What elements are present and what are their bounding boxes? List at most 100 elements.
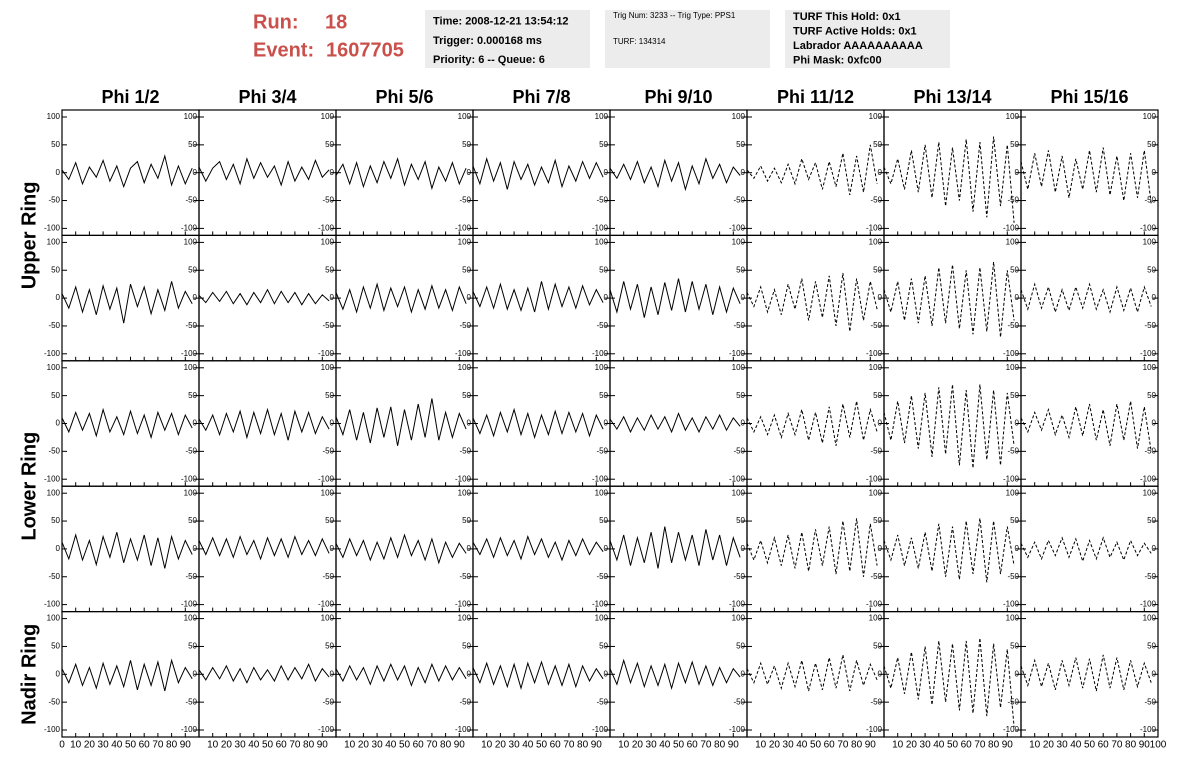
panel-frame	[61, 485, 200, 613]
y-tick-label: -50	[1144, 446, 1156, 455]
panel-frame	[883, 610, 1022, 738]
y-tick-label: 0	[1015, 168, 1020, 177]
column-title: Phi 11/12	[777, 87, 854, 107]
y-tick-label: -100	[318, 349, 335, 358]
y-tick-label: 50	[325, 265, 334, 274]
run-value: 18	[325, 11, 347, 33]
x-tick-label: 30	[509, 740, 521, 751]
x-tick-label: 70	[289, 740, 301, 751]
y-tick-label: -100	[866, 224, 883, 233]
y-tick-label: 50	[736, 391, 745, 400]
waveform	[609, 278, 741, 318]
ring-label: Nadir Ring	[18, 624, 40, 725]
panel-frame	[61, 610, 200, 738]
y-tick-label: 0	[193, 293, 198, 302]
waveform	[335, 282, 467, 314]
x-tick-label: 60	[276, 740, 288, 751]
y-tick-label: 50	[1010, 140, 1019, 149]
y-tick-label: -50	[870, 196, 882, 205]
waveform	[198, 535, 330, 561]
column-title: Phi 13/14	[913, 87, 991, 107]
x-tick-label: 50	[810, 740, 822, 751]
panel-frame	[883, 234, 1022, 362]
ring-label: Upper Ring	[18, 182, 40, 290]
y-tick-label: 0	[604, 544, 609, 553]
info-box	[605, 10, 770, 68]
y-tick-label: -100	[44, 600, 61, 609]
x-tick-label: 30	[372, 740, 384, 751]
y-tick-label: 50	[873, 516, 882, 525]
panel-frame	[61, 360, 200, 487]
y-tick-label: -100	[592, 725, 609, 734]
x-tick-label: 20	[769, 740, 781, 751]
y-tick-label: 100	[458, 363, 472, 372]
ring-label: Lower Ring	[18, 432, 40, 541]
y-tick-label: 50	[1147, 391, 1156, 400]
column-title: Phi 5/6	[375, 87, 433, 107]
y-tick-label: 0	[604, 669, 609, 678]
y-tick-label: 50	[51, 642, 60, 651]
panel-frame	[1020, 360, 1159, 487]
waveform	[883, 261, 1015, 338]
y-tick-label: 50	[325, 516, 334, 525]
y-tick-label: 100	[732, 614, 746, 623]
waveform	[335, 662, 467, 687]
y-tick-label: 50	[51, 516, 60, 525]
panel-frame	[609, 234, 748, 362]
y-tick-label: 0	[1015, 544, 1020, 553]
x-tick-label: 80	[714, 740, 726, 751]
y-tick-label: -50	[322, 196, 334, 205]
x-tick-label: 70	[974, 740, 986, 751]
y-tick-label: 0	[604, 419, 609, 428]
y-tick-label: -50	[733, 697, 745, 706]
y-tick-label: -100	[592, 600, 609, 609]
x-tick-label: 50	[947, 740, 959, 751]
x-tick-label: 40	[933, 740, 945, 751]
y-tick-label: 50	[1147, 516, 1156, 525]
y-tick-label: -50	[48, 446, 60, 455]
y-tick-label: 50	[599, 140, 608, 149]
y-tick-label: 100	[595, 238, 609, 247]
y-tick-label: 0	[741, 419, 746, 428]
y-tick-label: 0	[878, 168, 883, 177]
y-tick-label: 50	[462, 642, 471, 651]
y-tick-label: 0	[741, 544, 746, 553]
x-tick-label: 70	[426, 740, 438, 751]
y-tick-label: -50	[733, 196, 745, 205]
x-tick-label: 80	[988, 740, 1000, 751]
y-tick-label: 100	[1006, 614, 1020, 623]
y-tick-label: 100	[47, 488, 61, 497]
waveform	[335, 157, 467, 191]
info-line: Labrador AAAAAAAAAA	[793, 40, 923, 52]
y-tick-label: -50	[322, 572, 334, 581]
x-tick-label: 60	[1098, 740, 1110, 751]
y-tick-label: 100	[869, 363, 883, 372]
x-tick-label: 50	[125, 740, 137, 751]
x-tick-label: 90	[591, 740, 603, 751]
x-tick-label: 70	[700, 740, 712, 751]
run-label: Run:	[253, 11, 299, 33]
y-tick-label: -100	[318, 725, 335, 734]
y-tick-label: 50	[736, 516, 745, 525]
waveform	[746, 272, 878, 332]
y-tick-label: 50	[1010, 516, 1019, 525]
y-tick-label: 0	[1152, 168, 1157, 177]
waveform	[472, 660, 604, 691]
column-title: Phi 9/10	[644, 87, 712, 107]
y-tick-label: -50	[185, 321, 197, 330]
waveform	[746, 654, 878, 692]
y-tick-label: 50	[1010, 391, 1019, 400]
y-tick-label: -100	[181, 474, 198, 483]
x-tick-label: 30	[783, 740, 795, 751]
y-tick-label: -50	[733, 572, 745, 581]
y-tick-label: -50	[322, 321, 334, 330]
x-tick-label: 10	[892, 740, 904, 751]
x-tick-label: 40	[796, 740, 808, 751]
x-tick-label: 80	[577, 740, 589, 751]
x-tick-label: 60	[413, 740, 425, 751]
y-tick-label: 0	[467, 669, 472, 678]
column-title: Phi 1/2	[101, 87, 159, 107]
panel-frame	[198, 610, 337, 738]
panel-frame	[198, 360, 337, 487]
waveform	[61, 658, 193, 692]
